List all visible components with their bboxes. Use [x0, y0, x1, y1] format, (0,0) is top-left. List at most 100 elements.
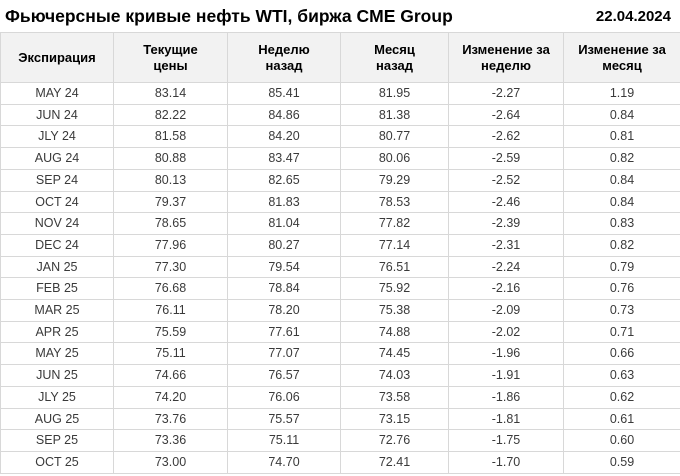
expiration-cell: JUN 24	[0, 103, 114, 127]
col-header-week-ago: Неделю назад	[227, 32, 341, 83]
month-change-cell: 0.79	[563, 255, 680, 279]
current-price-cell: 76.11	[113, 299, 228, 322]
current-price-cell: 80.13	[113, 168, 228, 192]
expiration-cell: OCT 24	[0, 190, 114, 214]
week-ago-cell: 75.57	[227, 407, 341, 431]
week-change-cell: -2.62	[448, 125, 564, 149]
table-row: AUG 25 73.76 75.57 73.15 -1.81 0.61	[0, 407, 680, 431]
week-ago-cell: 81.83	[227, 190, 341, 214]
table-body: MAY 24 83.14 85.41 81.95 -2.27 1.19 JUN 24 82.2…	[0, 82, 680, 474]
expiration-cell: MAR 25	[0, 299, 114, 322]
week-change-cell: -2.52	[448, 168, 564, 192]
week-ago-cell: 83.47	[227, 147, 341, 170]
month-change-cell: 1.19	[563, 82, 680, 105]
expiration-cell: AUG 25	[0, 407, 114, 431]
table-row: JUN 25 74.66 76.57 74.03 -1.91 0.63	[0, 364, 680, 387]
week-change-cell: -1.96	[448, 342, 564, 366]
month-ago-cell: 77.14	[340, 233, 449, 257]
expiration-cell: JUN 25	[0, 364, 114, 387]
col-header-expiration: Экспирация	[0, 32, 114, 83]
month-ago-cell: 80.77	[340, 125, 449, 149]
table-row: DEC 24 77.96 80.27 77.14 -2.31 0.82	[0, 233, 680, 257]
table-row: MAY 24 83.14 85.41 81.95 -2.27 1.19	[0, 82, 680, 105]
week-ago-cell: 79.54	[227, 255, 341, 279]
current-price-cell: 78.65	[113, 212, 228, 235]
table-header: Экспирация Текущие цены Неделю назад Месяц…	[0, 32, 680, 83]
expiration-cell: SEP 24	[0, 168, 114, 192]
col-header-week-change: Изменение за неделю	[448, 32, 564, 83]
table-row: OCT 25 73.00 74.70 72.41 -1.70 0.59	[0, 450, 680, 474]
table-row: JAN 25 77.30 79.54 76.51 -2.24 0.79	[0, 255, 680, 279]
table-row: JLY 25 74.20 76.06 73.58 -1.86 0.62	[0, 385, 680, 409]
week-change-cell: -2.46	[448, 190, 564, 214]
month-ago-cell: 80.06	[340, 147, 449, 170]
col-header-current-price: Текущие цены	[113, 32, 228, 83]
week-change-cell: -2.39	[448, 212, 564, 235]
month-change-cell: 0.83	[563, 212, 680, 235]
week-ago-cell: 78.20	[227, 299, 341, 322]
month-change-cell: 0.61	[563, 407, 680, 431]
week-change-cell: -2.31	[448, 233, 564, 257]
current-price-cell: 73.00	[113, 450, 228, 474]
current-price-cell: 80.88	[113, 147, 228, 170]
current-price-cell: 77.96	[113, 233, 228, 257]
expiration-cell: FEB 25	[0, 277, 114, 301]
expiration-cell: NOV 24	[0, 212, 114, 235]
col-header-month-change: Изменение за месяц	[563, 32, 680, 83]
header-row: Экспирация Текущие цены Неделю назад Месяц…	[0, 32, 680, 83]
month-change-cell: 0.82	[563, 147, 680, 170]
expiration-cell: JAN 25	[0, 255, 114, 279]
table-row: AUG 24 80.88 83.47 80.06 -2.59 0.82	[0, 147, 680, 170]
week-ago-cell: 84.86	[227, 103, 341, 127]
titlebar: Фьючерсные кривые нефть WTI, биржа CME G…	[0, 0, 680, 32]
week-change-cell: -2.64	[448, 103, 564, 127]
week-change-cell: -1.81	[448, 407, 564, 431]
month-change-cell: 0.59	[563, 450, 680, 474]
month-ago-cell: 78.53	[340, 190, 449, 214]
current-price-cell: 73.36	[113, 429, 228, 452]
futures-table: Экспирация Текущие цены Неделю назад Месяц…	[0, 32, 680, 474]
table-row: FEB 25 76.68 78.84 75.92 -2.16 0.76	[0, 277, 680, 301]
current-price-cell: 75.11	[113, 342, 228, 366]
current-price-cell: 76.68	[113, 277, 228, 301]
week-change-cell: -2.59	[448, 147, 564, 170]
month-ago-cell: 76.51	[340, 255, 449, 279]
month-ago-cell: 81.95	[340, 82, 449, 105]
month-ago-cell: 73.15	[340, 407, 449, 431]
current-price-cell: 79.37	[113, 190, 228, 214]
week-change-cell: -2.09	[448, 299, 564, 322]
week-ago-cell: 75.11	[227, 429, 341, 452]
month-change-cell: 0.62	[563, 385, 680, 409]
month-ago-cell: 74.03	[340, 364, 449, 387]
table-row: SEP 25 73.36 75.11 72.76 -1.75 0.60	[0, 429, 680, 452]
week-ago-cell: 80.27	[227, 233, 341, 257]
expiration-cell: DEC 24	[0, 233, 114, 257]
week-ago-cell: 85.41	[227, 82, 341, 105]
month-change-cell: 0.84	[563, 190, 680, 214]
table-row: JLY 24 81.58 84.20 80.77 -2.62 0.81	[0, 125, 680, 149]
week-change-cell: -2.24	[448, 255, 564, 279]
week-ago-cell: 78.84	[227, 277, 341, 301]
month-ago-cell: 81.38	[340, 103, 449, 127]
month-change-cell: 0.71	[563, 320, 680, 344]
week-change-cell: -1.86	[448, 385, 564, 409]
week-change-cell: -2.16	[448, 277, 564, 301]
table-row: MAY 25 75.11 77.07 74.45 -1.96 0.66	[0, 342, 680, 366]
week-ago-cell: 84.20	[227, 125, 341, 149]
week-ago-cell: 76.57	[227, 364, 341, 387]
current-price-cell: 82.22	[113, 103, 228, 127]
month-ago-cell: 72.41	[340, 450, 449, 474]
current-price-cell: 73.76	[113, 407, 228, 431]
week-change-cell: -1.70	[448, 450, 564, 474]
col-header-month-ago: Месяц назад	[340, 32, 449, 83]
current-price-cell: 74.66	[113, 364, 228, 387]
month-ago-cell: 74.45	[340, 342, 449, 366]
expiration-cell: JLY 24	[0, 125, 114, 149]
expiration-cell: OCT 25	[0, 450, 114, 474]
current-price-cell: 74.20	[113, 385, 228, 409]
month-change-cell: 0.81	[563, 125, 680, 149]
expiration-cell: MAY 24	[0, 82, 114, 105]
current-price-cell: 81.58	[113, 125, 228, 149]
expiration-cell: APR 25	[0, 320, 114, 344]
